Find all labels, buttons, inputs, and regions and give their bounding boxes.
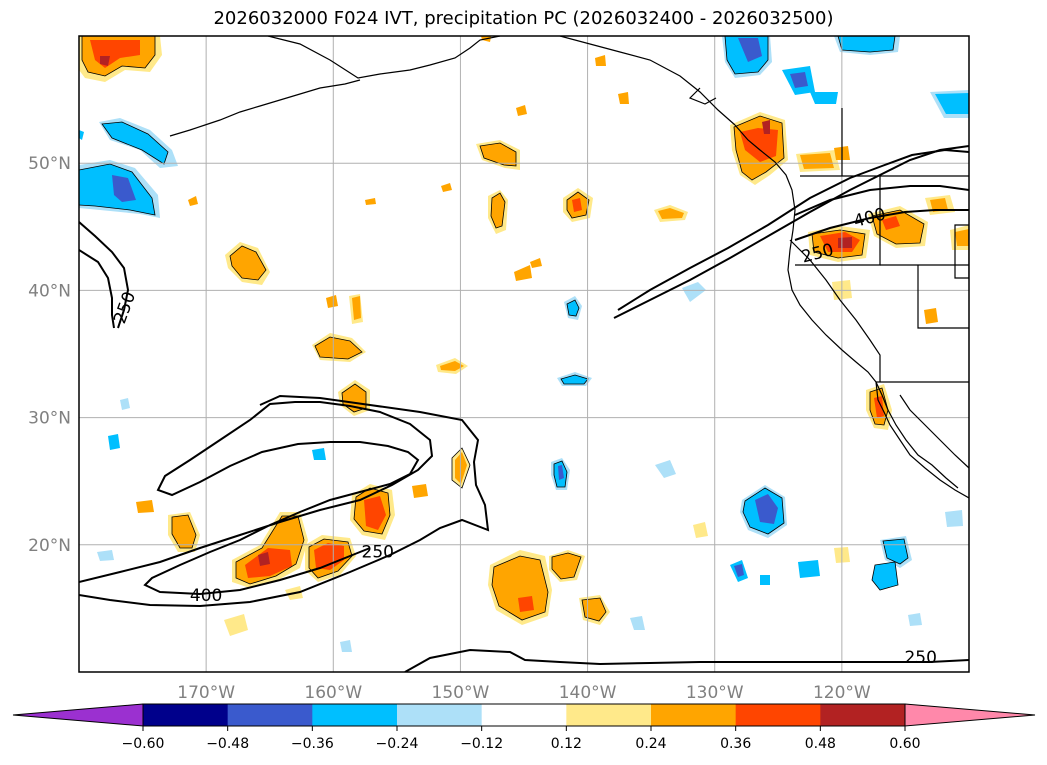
colorbar-bin: [481, 704, 567, 726]
ivt-contour-label: 250: [362, 543, 394, 563]
colorbar-over-extension: [904, 703, 1036, 727]
lon-tick-label: 140°W: [559, 683, 617, 703]
lon-tick-label: 160°W: [304, 683, 362, 703]
colorbar-bin: [735, 704, 821, 726]
colorbar-tick-label: 0.36: [720, 736, 751, 752]
colorbar-tick-label: 0.24: [635, 736, 666, 752]
precip-contour-lines: [79, 36, 925, 622]
ivt-contour-label: 250: [904, 648, 936, 668]
colorbar-tick-label: 0.12: [551, 736, 582, 752]
latitude-tick-labels: 50°N 40°N 30°N 20°N: [28, 154, 71, 556]
colorbar-tick-label: −0.60: [122, 736, 165, 752]
colorbar-frame: [142, 703, 906, 727]
colorbar-tick-label: 0.60: [889, 736, 920, 752]
lon-tick-label: 150°W: [432, 683, 490, 703]
colorbar-bin: [566, 704, 652, 726]
lat-tick-label: 30°N: [28, 409, 71, 429]
colorbar-bin: [227, 704, 313, 726]
lon-tick-label: 120°W: [813, 683, 871, 703]
ivt-contours: [79, 145, 969, 672]
colorbar-tick-label: 0.48: [805, 736, 836, 752]
precip-shading: [79, 36, 969, 652]
coastlines: [169, 36, 969, 499]
colorbar-tick-label: −0.48: [206, 736, 249, 752]
plot-frame: [78, 35, 970, 673]
colorbar-bin: [820, 704, 906, 726]
map-title: 2026032000 F024 IVT, precipitation PC (2…: [213, 8, 834, 29]
colorbar-under-extension: [12, 703, 144, 727]
lat-tick-label: 20°N: [28, 536, 71, 556]
colorbar-bin: [651, 704, 737, 726]
colorbar-bin: [312, 704, 398, 726]
ivt-contour-label: 400: [190, 586, 222, 606]
lat-tick-label: 50°N: [28, 154, 71, 174]
colorbar-bin: [397, 704, 483, 726]
lat-tick-label: 40°N: [28, 281, 71, 301]
colorbar-tick-label: −0.24: [376, 736, 419, 752]
colorbar-tick-label: −0.36: [291, 736, 334, 752]
ivt-contour-label: 250: [799, 240, 836, 268]
lon-tick-label: 170°W: [177, 683, 235, 703]
longitude-tick-labels: 170°W 160°W 150°W 140°W 130°W 120°W: [177, 683, 871, 703]
colorbar-bin: [143, 704, 229, 726]
ivt-contour-label: 250: [110, 289, 140, 326]
colorbar: −0.60 −0.48 −0.36 −0.24 −0.12 0.12 0.24 0.36 0.4…: [12, 703, 1036, 752]
colorbar-tick-label: −0.12: [460, 736, 503, 752]
lon-tick-label: 130°W: [686, 683, 744, 703]
